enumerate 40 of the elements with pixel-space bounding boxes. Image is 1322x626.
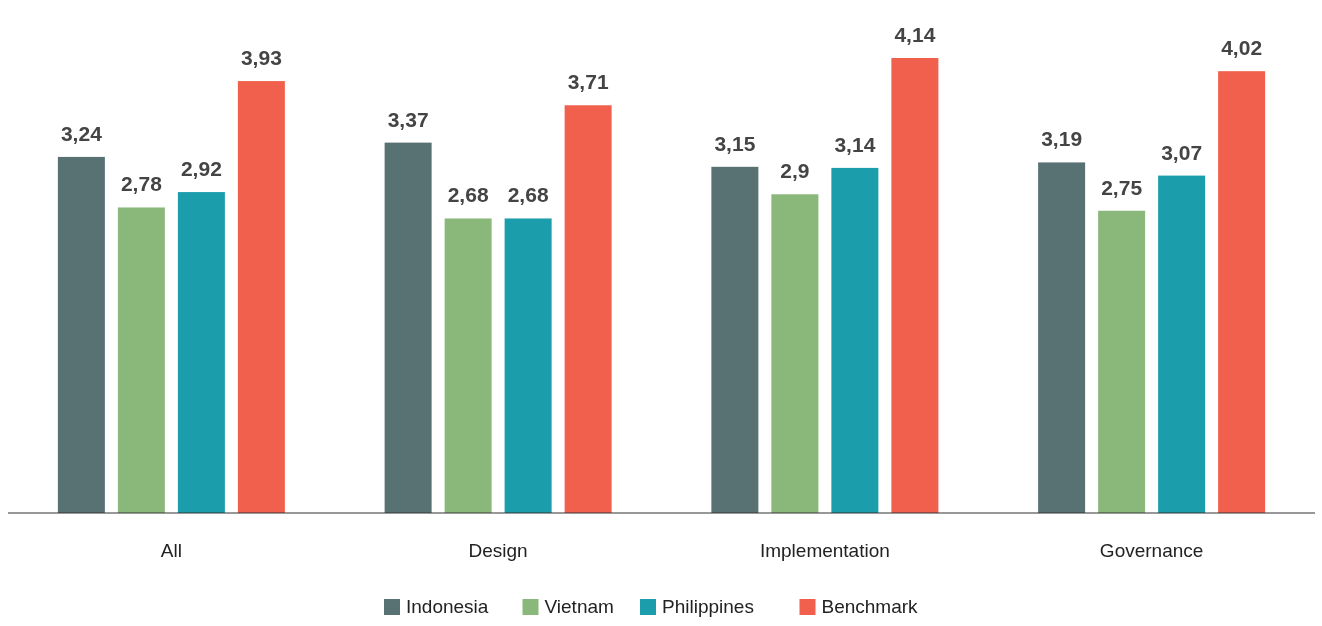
x-tick-label: Governance (1099, 540, 1204, 561)
x-tick-label: Implementation (759, 540, 890, 561)
data-label: 3,19 (1041, 127, 1083, 151)
bar (1158, 175, 1206, 513)
data-label: 2,92 (180, 157, 222, 181)
bar (117, 207, 165, 513)
bar (177, 192, 225, 513)
bar (1038, 162, 1086, 513)
data-label: 3,15 (714, 131, 756, 155)
bar (1218, 71, 1266, 513)
bar (771, 194, 819, 513)
legend-label: Vietnam (544, 596, 614, 617)
data-label: 4,14 (894, 23, 936, 46)
data-label: 2,9 (780, 159, 810, 183)
bar (237, 81, 285, 513)
bar (711, 166, 759, 513)
data-label: 2,75 (1101, 175, 1143, 199)
x-tick-label: Design (468, 540, 528, 561)
data-label: 2,78 (120, 172, 163, 196)
legend-label: Benchmark (821, 596, 919, 617)
bar (57, 156, 105, 513)
data-label: 3,07 (1161, 140, 1203, 164)
data-label: 2,68 (507, 183, 549, 207)
legend-label: Indonesia (406, 596, 489, 617)
bar (444, 218, 492, 513)
bar (831, 167, 879, 513)
bar (564, 105, 612, 513)
data-label: 3,37 (387, 107, 429, 131)
bar (1098, 210, 1146, 513)
data-label: 3,24 (60, 121, 103, 145)
bar (384, 142, 432, 513)
data-label: 4,02 (1221, 36, 1263, 60)
data-label: 3,93 (240, 46, 282, 70)
bar (504, 218, 552, 513)
x-tick-label: All (160, 540, 182, 561)
data-label: 2,68 (447, 183, 489, 207)
legend-label: Philippines (662, 596, 754, 617)
bar (891, 58, 939, 513)
data-label: 3,71 (567, 70, 609, 94)
data-label: 3,14 (834, 132, 876, 156)
